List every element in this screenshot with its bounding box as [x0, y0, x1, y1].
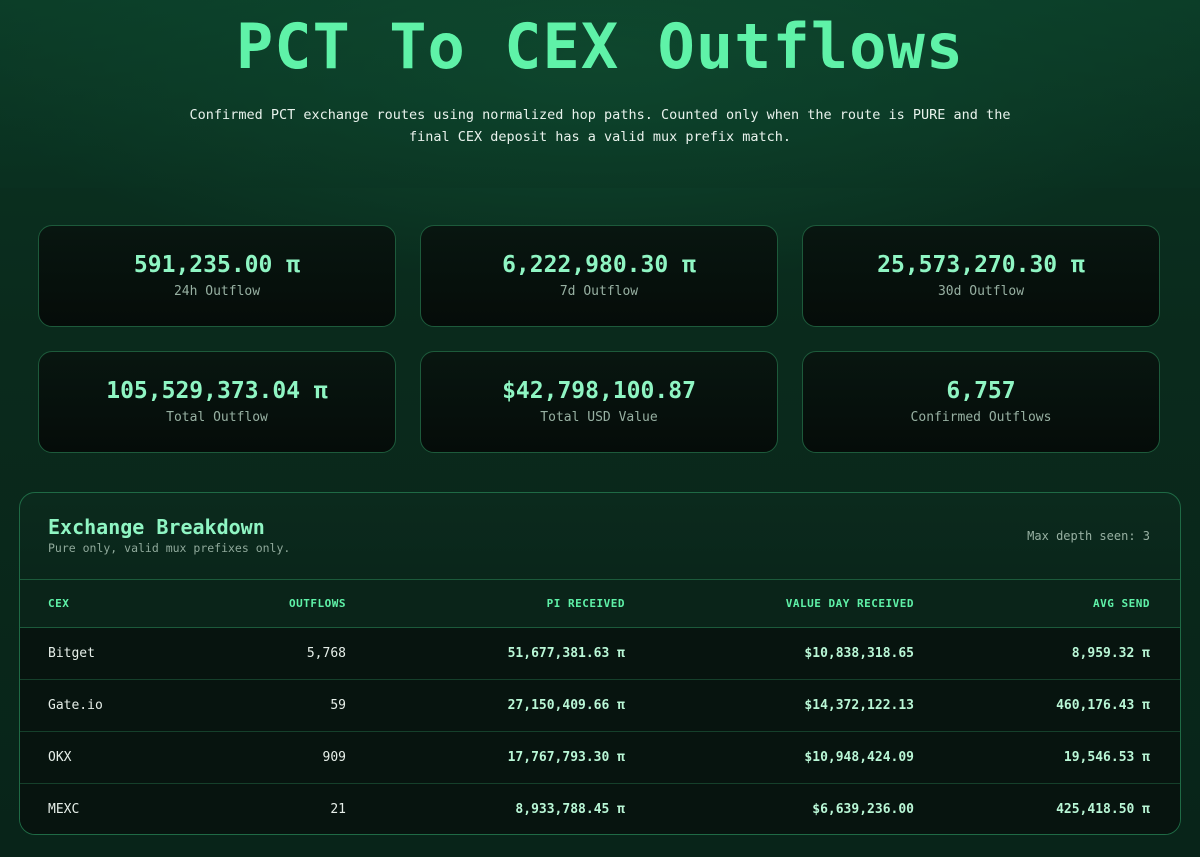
cell-outflows: 21	[330, 802, 346, 818]
stat-value: 25,573,270.30 π	[877, 252, 1085, 278]
cell-avg-send: 425,418.50 π	[1056, 802, 1150, 818]
cell-cex: OKX	[48, 750, 72, 765]
table-row: Bitget 5,768 51,677,381.63 π $10,838,318…	[20, 627, 1180, 680]
stat-card-30d-outflow: 25,573,270.30 π 30d Outflow	[802, 225, 1160, 327]
column-header-cex[interactable]: CEX	[48, 597, 70, 610]
cell-avg-send: 460,176.43 π	[1056, 698, 1150, 713]
page-description: Confirmed PCT exchange routes using norm…	[189, 107, 1011, 145]
cell-cex: MEXC	[48, 802, 80, 818]
table-header-row: CEX OUTFLOWS PI RECEIVED VALUE DAY RECEI…	[20, 579, 1180, 628]
cell-outflows: 909	[322, 750, 346, 765]
stat-label: 7d Outflow	[559, 284, 639, 299]
cell-outflows: 59	[330, 698, 346, 713]
hero-header: PCT To CEX Outflows Confirmed PCT exchan…	[0, 0, 1200, 188]
page-title: PCT To CEX Outflows	[235, 10, 965, 83]
stat-label: 30d Outflow	[937, 284, 1025, 299]
cell-pi-received: 51,677,381.63 π	[507, 646, 625, 661]
stat-value: 6,222,980.30 π	[502, 252, 696, 278]
stat-card-7d-outflow: 6,222,980.30 π 7d Outflow	[420, 225, 778, 327]
column-header-pi-received[interactable]: PI RECEIVED	[546, 597, 625, 610]
stat-label: Total USD Value	[540, 410, 658, 425]
column-header-value-day-received[interactable]: VALUE DAY RECEIVED	[785, 597, 914, 610]
column-header-outflows[interactable]: OUTFLOWS	[289, 597, 346, 610]
cell-pi-received: 27,150,409.66 π	[507, 698, 625, 713]
cell-avg-send: 19,546.53 π	[1063, 750, 1150, 765]
panel-subtitle: Pure only, valid mux prefixes only.	[48, 541, 291, 555]
stat-label: Total Outflow	[166, 410, 268, 425]
panel-header: Exchange Breakdown Pure only, valid mux …	[20, 493, 1180, 579]
exchange-table: CEX OUTFLOWS PI RECEIVED VALUE DAY RECEI…	[20, 579, 1180, 834]
exchange-breakdown-panel: Exchange Breakdown Pure only, valid mux …	[19, 492, 1181, 835]
stat-label: Confirmed Outflows	[910, 410, 1052, 425]
cell-outflows: 5,768	[306, 646, 346, 661]
stat-value: 591,235.00 π	[133, 252, 301, 278]
stat-card-confirmed-outflows: 6,757 Confirmed Outflows	[802, 351, 1160, 453]
cell-value-day-received: $10,838,318.65	[804, 646, 914, 661]
cell-value-day-received: $14,372,122.13	[804, 698, 914, 713]
cell-cex: Bitget	[48, 646, 95, 661]
cell-value-day-received: $10,948,424.09	[804, 750, 914, 765]
table-row: Gate.io 59 27,150,409.66 π $14,372,122.1…	[20, 679, 1180, 732]
stat-card-total-outflow: 105,529,373.04 π Total Outflow	[38, 351, 396, 453]
cell-value-day-received: $6,639,236.00	[812, 802, 914, 818]
stat-value: 6,757	[946, 378, 1016, 404]
panel-title: Exchange Breakdown	[48, 515, 265, 539]
cell-cex: Gate.io	[48, 698, 103, 713]
max-depth-note: Max depth seen: 3	[1027, 529, 1150, 543]
stat-card-total-usd-value: $42,798,100.87 Total USD Value	[420, 351, 778, 453]
stat-label: 24h Outflow	[173, 284, 261, 299]
column-header-avg-send[interactable]: AVG SEND	[1093, 597, 1150, 610]
stat-value: 105,529,373.04 π	[106, 378, 328, 404]
cell-pi-received: 8,933,788.45 π	[515, 802, 625, 818]
cell-pi-received: 17,767,793.30 π	[507, 750, 625, 765]
stat-card-24h-outflow: 591,235.00 π 24h Outflow	[38, 225, 396, 327]
table-row: MEXC 21 8,933,788.45 π $6,639,236.00 425…	[20, 783, 1180, 834]
table-row: OKX 909 17,767,793.30 π $10,948,424.09 1…	[20, 731, 1180, 784]
cell-avg-send: 8,959.32 π	[1071, 646, 1150, 661]
stats-grid: 591,235.00 π 24h Outflow 6,222,980.30 π …	[38, 225, 1162, 453]
stat-value: $42,798,100.87	[502, 378, 696, 404]
